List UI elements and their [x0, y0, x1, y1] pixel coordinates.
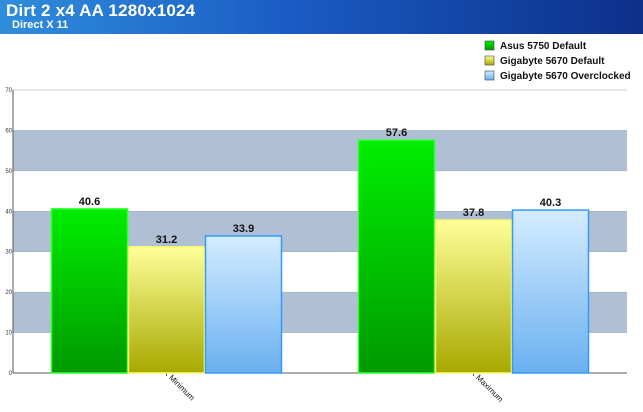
chart-subtitle: Direct X 11	[12, 19, 69, 31]
y-tick-label: 10	[5, 331, 12, 337]
bar-chart: 0 10 20 30 40 50 60 70 Minimum Maximum 40.6 31.2 33…	[5, 40, 631, 404]
bar-1-0	[127, 246, 206, 374]
bar-value-label: 33.9	[233, 223, 254, 235]
bar-value-label: 40.3	[540, 197, 561, 209]
category-label: Maximum	[474, 373, 505, 404]
bar-2-0	[204, 235, 283, 374]
y-tick-label: 60	[5, 128, 12, 134]
bar-0-1	[357, 139, 436, 374]
grid-band	[13, 170, 627, 212]
legend-label: Gigabyte 5670 Overclocked	[500, 71, 631, 82]
bar-0-0	[50, 208, 129, 374]
bar-2-1	[511, 209, 590, 374]
bar-value-label: 37.8	[463, 207, 484, 219]
chart-header: Dirt 2 x4 AA 1280x1024 Direct X 11	[0, 0, 643, 34]
category-label: Minimum	[167, 373, 197, 403]
legend-swatch	[484, 40, 495, 51]
legend-swatch	[484, 55, 495, 66]
y-tick-label: 0	[9, 371, 13, 377]
bar-1-1	[434, 219, 513, 374]
legend-swatch	[484, 70, 495, 81]
bar-value-label: 57.6	[386, 127, 407, 139]
legend-label: Asus 5750 Default	[500, 41, 587, 52]
bar-value-label: 40.6	[79, 196, 100, 208]
bar-value-label: 31.2	[156, 234, 177, 246]
legend-label: Gigabyte 5670 Default	[500, 56, 605, 67]
y-tick-label: 50	[5, 169, 12, 175]
chart-title: Dirt 2 x4 AA 1280x1024	[6, 1, 196, 20]
y-tick-label: 40	[5, 209, 12, 215]
y-tick-label: 30	[5, 250, 12, 256]
grid-band	[13, 90, 627, 131]
grid-band	[13, 130, 627, 171]
y-tick-label: 20	[5, 290, 12, 296]
y-tick-label: 70	[5, 88, 12, 94]
